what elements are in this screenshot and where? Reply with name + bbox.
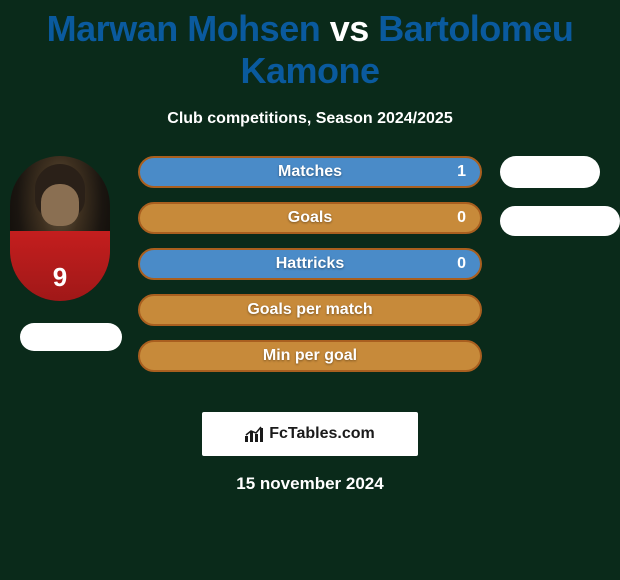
stat-label: Goals [288,209,332,227]
comparison-content: 9 Matches 1 Goals 0 Hattricks 0 Goals per matc… [0,156,620,396]
chart-icon [245,426,265,442]
stat-row-hattricks: Hattricks 0 [138,248,482,280]
player1-name: Marwan Mohsen [47,8,321,49]
stat-label: Hattricks [276,255,344,273]
stat-value: 0 [457,209,466,227]
player2-name-pill-2 [500,206,620,236]
avatar-jersey: 9 [10,231,110,301]
stat-bars: Matches 1 Goals 0 Hattricks 0 Goals per match M… [138,156,482,386]
player2-name-pill-1 [500,156,600,188]
attribution-text: FcTables.com [269,425,375,443]
stat-row-min-per-goal: Min per goal [138,340,482,372]
stat-row-matches: Matches 1 [138,156,482,188]
stat-row-goals-per-match: Goals per match [138,294,482,326]
comparison-title: Marwan Mohsen vs Bartolomeu Kamone [0,0,620,92]
stat-label: Min per goal [263,347,357,365]
stat-label: Goals per match [247,301,372,319]
vs-text: vs [330,8,369,49]
date-text: 15 november 2024 [0,474,620,494]
avatar-face [41,184,79,226]
player1-avatar: 9 [10,156,110,301]
player1-name-pill [20,323,122,351]
subtitle: Club competitions, Season 2024/2025 [0,110,620,128]
stat-row-goals: Goals 0 [138,202,482,234]
stat-value: 1 [457,163,466,181]
stat-value: 0 [457,255,466,273]
attribution-badge: FcTables.com [202,412,418,456]
jersey-number: 9 [53,262,67,293]
stat-label: Matches [278,163,342,181]
